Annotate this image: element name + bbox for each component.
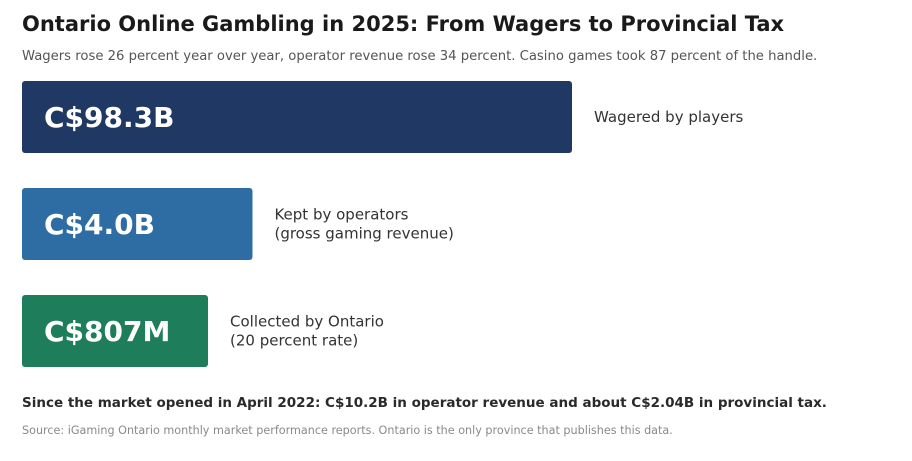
bar-value-label-1: C$4.0B [44, 208, 155, 241]
bar-value-label-0: C$98.3B [44, 101, 174, 134]
bar-value-label-2: C$807M [44, 315, 170, 348]
bar-2 [22, 295, 208, 367]
market-footnote: Since the market opened in April 2022: C… [22, 395, 827, 411]
bar-category-label-0-0: Wagered by players [594, 108, 743, 126]
source-note: Source: iGaming Ontario monthly market p… [22, 424, 673, 437]
bar-category-label-2-0: Collected by Ontario [230, 313, 384, 331]
bar-category-label-2-1: (20 percent rate) [230, 332, 358, 350]
bar-category-label-1-0: Kept by operators [274, 206, 408, 224]
bar-1 [22, 188, 253, 260]
bar-0 [22, 81, 572, 153]
chart-title: Ontario Online Gambling in 2025: From Wa… [22, 12, 785, 36]
bar-category-label-1-1: (gross gaming revenue) [274, 225, 453, 243]
chart-subtitle: Wagers rose 26 percent year over year, o… [22, 49, 818, 64]
